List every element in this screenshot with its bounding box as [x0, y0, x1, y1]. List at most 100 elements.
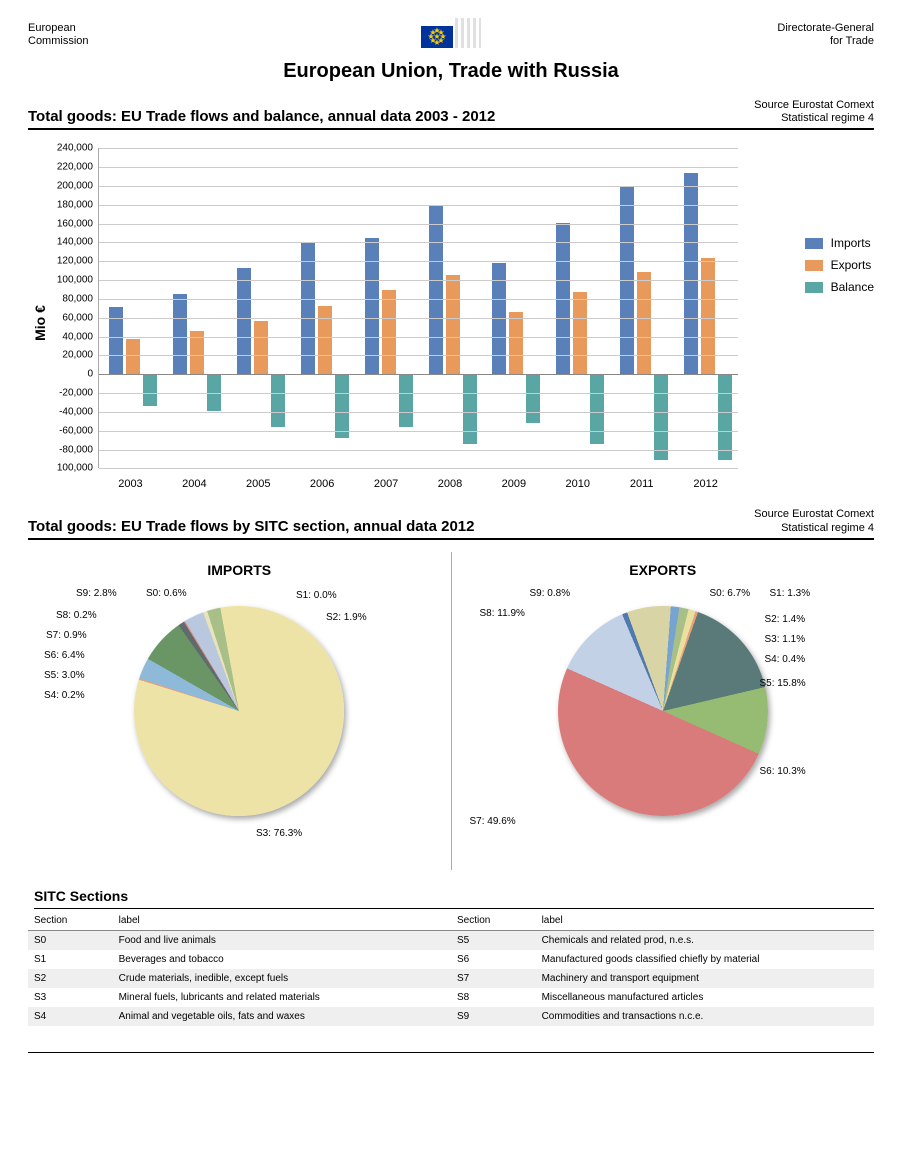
pie-slice-label: S0: 6.7% — [710, 588, 751, 599]
table-cell: Beverages and tobacco — [113, 950, 451, 969]
y-tick-label: 200,000 — [57, 181, 99, 192]
grid-line — [99, 355, 738, 356]
pie-slice-label: S7: 49.6% — [470, 816, 516, 827]
pie-imports — [134, 606, 344, 816]
grid-line — [99, 224, 738, 225]
y-tick-label: -60,000 — [59, 425, 99, 436]
grid-line — [99, 468, 738, 469]
year-group: 2006 — [291, 148, 355, 468]
footer-rule — [28, 1052, 874, 1053]
pie-slice-label: S2: 1.9% — [326, 612, 367, 623]
x-tick-label: 2006 — [291, 478, 354, 490]
grid-line — [99, 299, 738, 300]
table-cell: S6 — [451, 950, 536, 969]
legend-swatch-exports — [805, 260, 823, 271]
bar-balance — [335, 374, 349, 438]
table-row: S1Beverages and tobaccoS6Manufactured go… — [28, 950, 874, 969]
year-group: 2010 — [546, 148, 610, 468]
x-tick-label: 2007 — [355, 478, 418, 490]
y-tick-label: -80,000 — [59, 444, 99, 455]
grid-line — [99, 280, 738, 281]
bar-balance — [399, 374, 413, 427]
bar-exports — [126, 339, 140, 374]
year-group: 2012 — [674, 148, 738, 468]
y-tick-label: 100,000 — [57, 275, 99, 286]
y-tick-label: 40,000 — [62, 331, 99, 342]
grid-line — [99, 261, 738, 262]
section2-source: Source Eurostat Comext Statistical regim… — [754, 508, 874, 534]
table-cell: Machinery and transport equipment — [536, 969, 874, 988]
bar-exports — [509, 312, 523, 374]
eu-flag-icon — [421, 26, 453, 48]
header-right-line2: for Trade — [714, 35, 874, 48]
table-cell: S9 — [451, 1007, 536, 1026]
legend-swatch-balance — [805, 282, 823, 293]
table-cell: S0 — [28, 930, 113, 950]
header-left-line1: European — [28, 22, 188, 35]
year-group: 2007 — [355, 148, 419, 468]
pie-slice-label: S6: 10.3% — [760, 766, 806, 777]
x-tick-label: 2003 — [99, 478, 162, 490]
pie-charts-row: IMPORTS S9: 2.8%S0: 0.6%S1: 0.0%S2: 1.9%… — [28, 552, 874, 870]
y-tick-label: 140,000 — [57, 237, 99, 248]
table-cell: S7 — [451, 969, 536, 988]
x-tick-label: 2008 — [419, 478, 482, 490]
legend-label-exports: Exports — [831, 258, 872, 272]
legend-label-balance: Balance — [831, 280, 874, 294]
pie-exports-box: S9: 0.8%S0: 6.7%S1: 1.3%S8: 11.9%S2: 1.4… — [460, 588, 867, 858]
page-title: European Union, Trade with Russia — [28, 60, 874, 83]
x-tick-label: 2005 — [227, 478, 290, 490]
table-cell: S5 — [451, 930, 536, 950]
table-cell: Animal and vegetable oils, fats and waxe… — [113, 1007, 451, 1026]
y-tick-label: -40,000 — [59, 406, 99, 417]
bar-imports — [429, 206, 443, 374]
ec-pillar-icon — [455, 18, 481, 48]
pie-exports-column: EXPORTS S9: 0.8%S0: 6.7%S1: 1.3%S8: 11.9… — [452, 552, 875, 870]
y-tick-label: 60,000 — [62, 312, 99, 323]
page-header: European Commission Directorate-General … — [28, 18, 874, 48]
section1-title: Total goods: EU Trade flows and balance,… — [28, 108, 495, 125]
bar-balance — [654, 374, 668, 460]
year-group: 2011 — [610, 148, 674, 468]
bar-exports — [701, 258, 715, 374]
grid-line — [99, 205, 738, 206]
y-tick-label: 20,000 — [62, 350, 99, 361]
year-group: 2009 — [482, 148, 546, 468]
x-tick-label: 2009 — [482, 478, 545, 490]
grid-line — [99, 337, 738, 338]
pie-slice-label: S3: 76.3% — [256, 828, 302, 839]
pie-slice-label: S8: 11.9% — [480, 608, 525, 619]
table-cell: Chemicals and related prod, n.e.s. — [536, 930, 874, 950]
pie-slice-label: S2: 1.4% — [765, 614, 806, 625]
y-tick-label: 80,000 — [62, 293, 99, 304]
pie-slice-label: S6: 6.4% — [44, 650, 85, 661]
y-tick-label: 120,000 — [57, 256, 99, 267]
table-row: S0Food and live animalsS5Chemicals and r… — [28, 930, 874, 950]
bar-balance — [526, 374, 540, 423]
table-cell: Commodities and transactions n.c.e. — [536, 1007, 874, 1026]
table-cell: Mineral fuels, lubricants and related ma… — [113, 988, 451, 1007]
bar-imports — [365, 238, 379, 374]
x-tick-label: 2011 — [610, 478, 673, 490]
pie-slice-label: S7: 0.9% — [46, 630, 87, 641]
pie-slice-label: S3: 1.1% — [765, 634, 806, 645]
pie-slice-label: S8: 0.2% — [56, 610, 97, 621]
bar-balance — [271, 374, 285, 427]
legend-imports: Imports — [805, 236, 874, 250]
table-cell: S2 — [28, 969, 113, 988]
y-tick-label: 100,000 — [57, 463, 99, 474]
section1-source: Source Eurostat Comext Statistical regim… — [754, 99, 874, 125]
table-cell: Manufactured goods classified chiefly by… — [536, 950, 874, 969]
grid-line — [99, 318, 738, 319]
pie-imports-title: IMPORTS — [36, 562, 443, 578]
bar-balance — [143, 374, 157, 406]
pie-exports — [558, 606, 768, 816]
legend-label-imports: Imports — [831, 236, 871, 250]
bar-exports — [637, 272, 651, 375]
table-row: S4Animal and vegetable oils, fats and wa… — [28, 1007, 874, 1026]
pie-slice-label: S9: 0.8% — [530, 588, 571, 599]
grid-line — [99, 148, 738, 149]
section2-header: Total goods: EU Trade flows by SITC sect… — [28, 508, 874, 539]
y-tick-label: 180,000 — [57, 199, 99, 210]
grid-line — [99, 393, 738, 394]
